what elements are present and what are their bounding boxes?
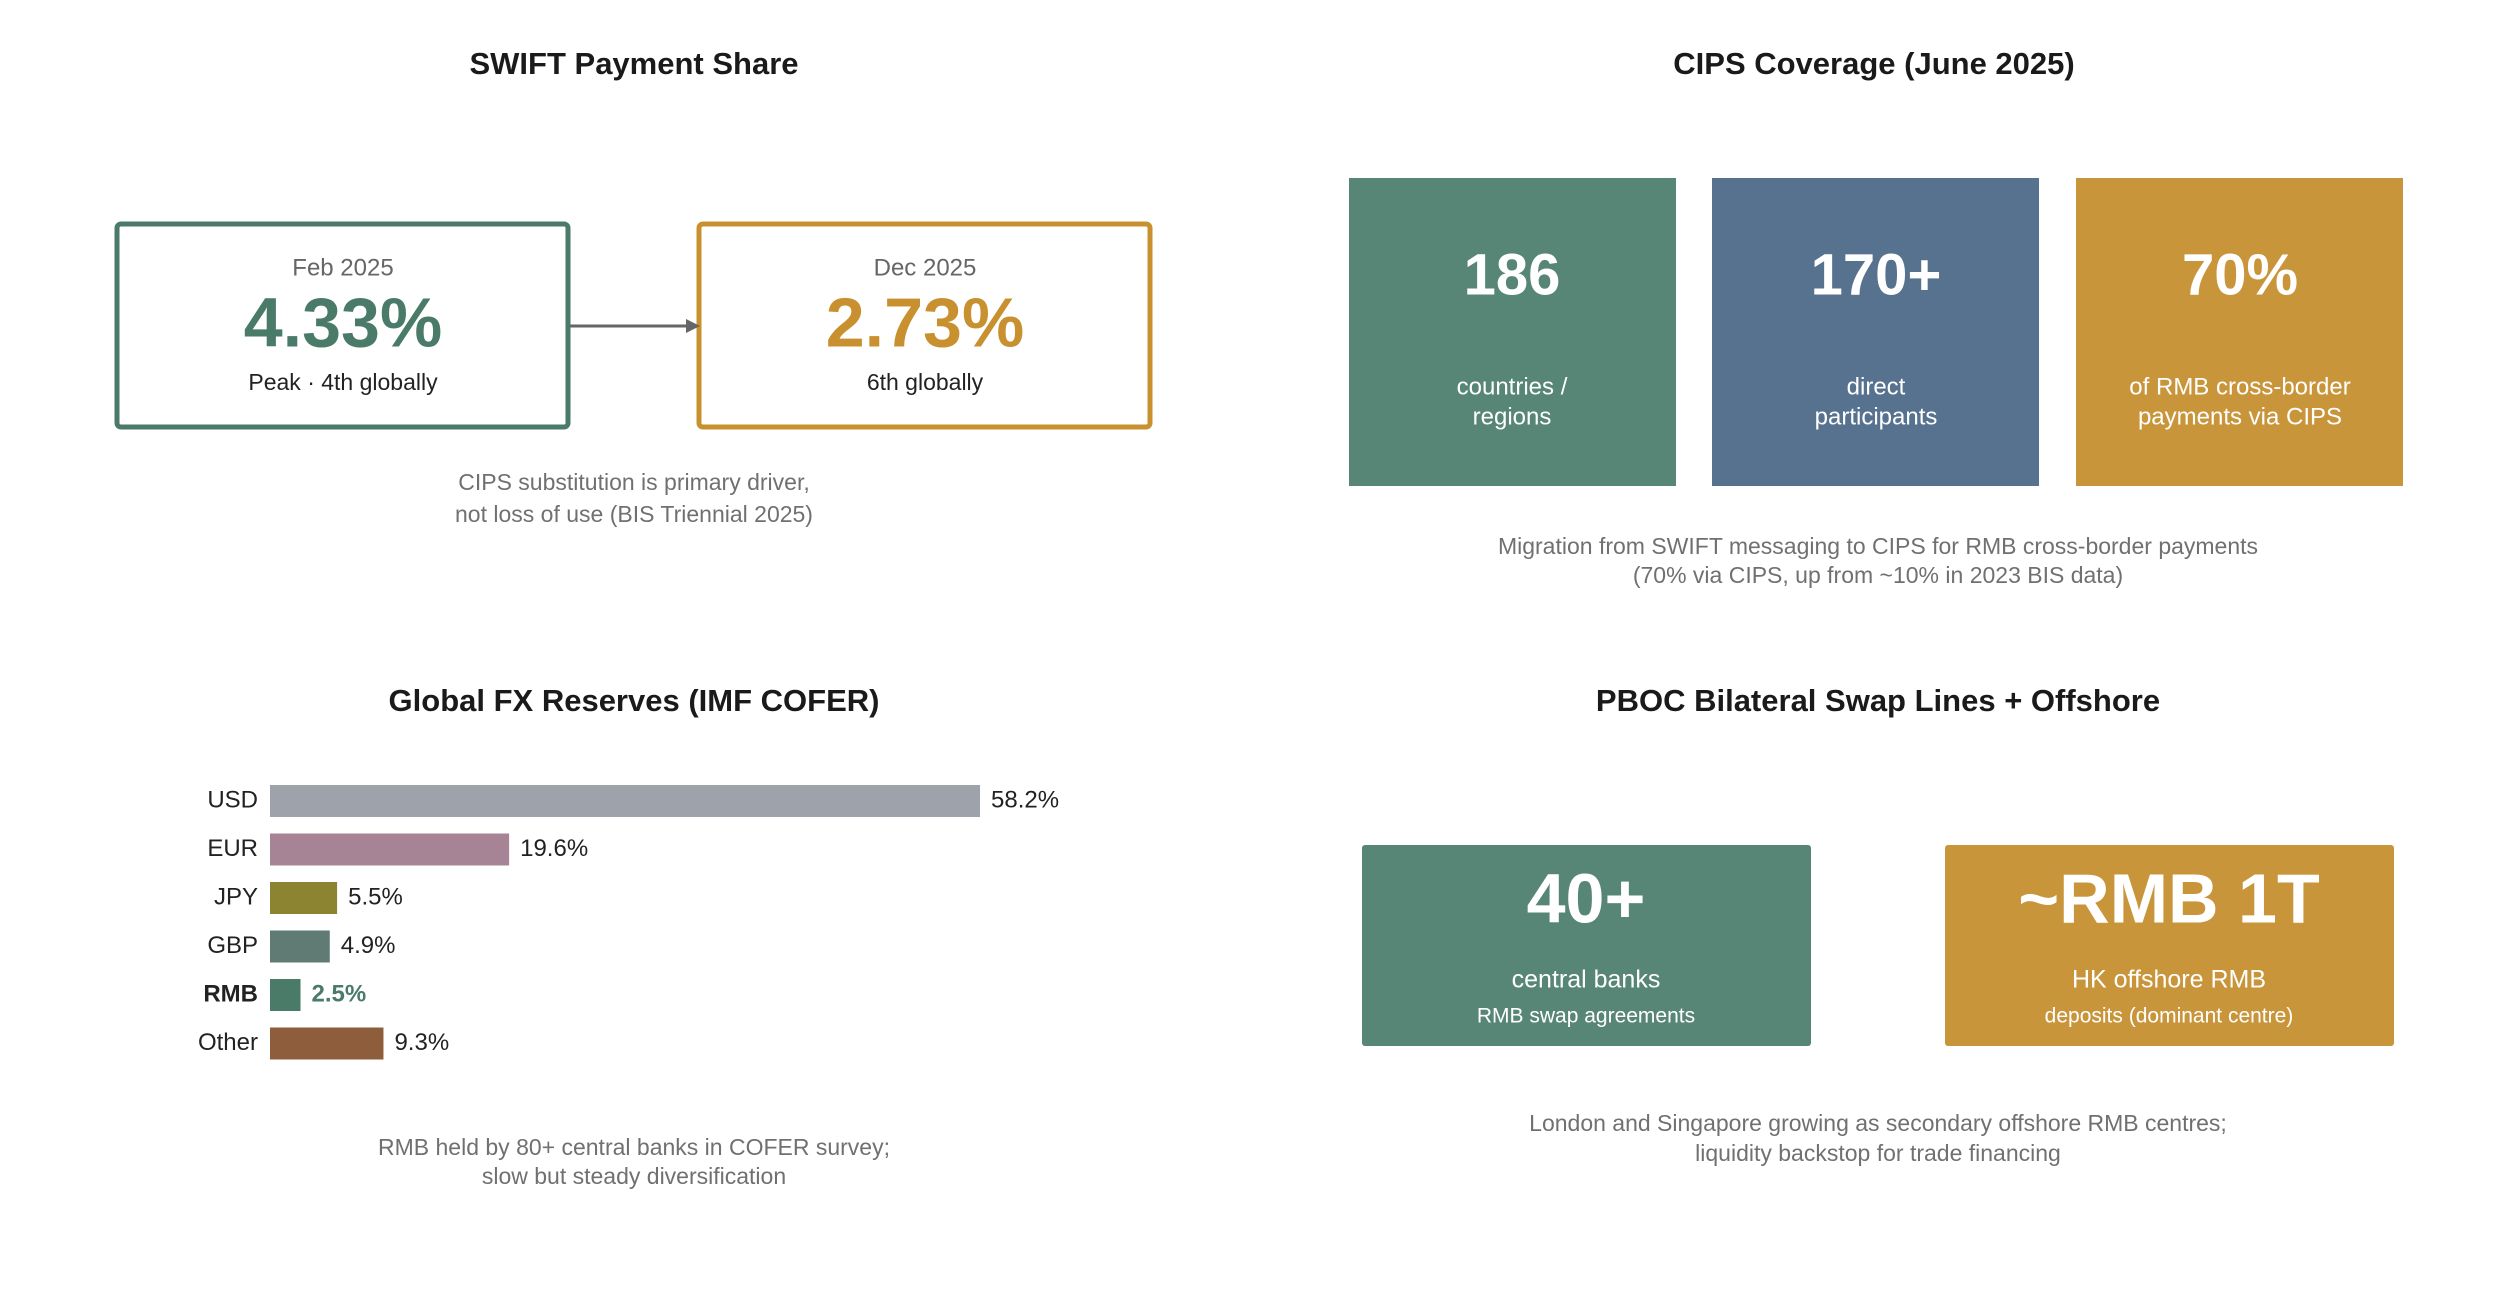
caption: CIPS substitution is primary driver,	[458, 469, 810, 495]
value-label: 5.5%	[348, 883, 403, 910]
card	[1362, 845, 1811, 1046]
value-label: 2.5%	[312, 980, 367, 1007]
bar	[270, 1027, 384, 1060]
from-value: 4.33%	[244, 283, 442, 361]
category-label: EUR	[207, 835, 258, 862]
value-label: 9.3%	[394, 1029, 449, 1056]
value-label: 19.6%	[520, 835, 588, 862]
caption: Migration from SWIFT messaging to CIPS f…	[1498, 533, 2258, 559]
bar	[270, 930, 330, 963]
card-value: 170+	[1811, 242, 1942, 307]
card	[2076, 178, 2403, 486]
card-value: 186	[1464, 242, 1561, 307]
card	[1945, 845, 2394, 1046]
card	[1349, 178, 1676, 486]
card-label: central banks	[1512, 966, 1661, 994]
from-date: Feb 2025	[292, 254, 393, 281]
caption: (70% via CIPS, up from ~10% in 2023 BIS …	[1633, 562, 2123, 588]
from-box	[114, 221, 571, 430]
to-date: Dec 2025	[874, 254, 977, 281]
card	[1712, 178, 2039, 486]
bar-chart: USD 58.2% EUR 19.6% JPY 5.5% GBP 4.9% RMB 2.5% Oth…	[198, 785, 1059, 1060]
arrow-head	[686, 319, 700, 333]
card-label: payments via CIPS	[2138, 403, 2342, 430]
caption: slow but steady diversification	[482, 1163, 786, 1189]
value-label: 4.9%	[341, 932, 396, 959]
to-note: 6th globally	[867, 369, 984, 395]
card-value: 40+	[1527, 859, 1646, 937]
card-label: countries /	[1457, 373, 1568, 400]
card-label: HK offshore RMB	[2072, 966, 2266, 994]
category-label: USD	[207, 786, 258, 813]
caption: RMB held by 80+ central banks in COFER s…	[378, 1134, 890, 1160]
bar	[270, 882, 338, 914]
category-label: RMB	[203, 980, 258, 1007]
card-label: of RMB cross-border	[2129, 373, 2350, 400]
category-label: Other	[198, 1029, 258, 1056]
caption: liquidity backstop for trade financing	[1695, 1140, 2061, 1166]
panel-title: CIPS Coverage (June 2025)	[1673, 46, 2074, 81]
value-label: 58.2%	[991, 786, 1059, 813]
caption: London and Singapore growing as secondar…	[1529, 1110, 2227, 1136]
bar	[270, 979, 301, 1011]
panel-title: SWIFT Payment Share	[469, 46, 798, 81]
category-label: JPY	[214, 883, 258, 910]
card-value: 70%	[2182, 242, 2298, 307]
to-value: 2.73%	[826, 283, 1024, 361]
card-label: participants	[1815, 403, 1938, 430]
category-label: GBP	[207, 932, 258, 959]
card-label: regions	[1473, 403, 1552, 430]
card-label: direct	[1847, 373, 1906, 400]
card-label: RMB swap agreements	[1477, 1005, 1695, 1028]
card-value: ~RMB 1T	[2018, 859, 2319, 937]
caption: not loss of use (BIS Triennial 2025)	[455, 501, 813, 527]
panel-title: PBOC Bilateral Swap Lines + Offshore	[1596, 683, 2160, 718]
bar	[270, 833, 510, 866]
from-note: Peak · 4th globally	[248, 369, 438, 395]
panel-title: Global FX Reserves (IMF COFER)	[389, 683, 880, 718]
card-label: deposits (dominant centre)	[2045, 1005, 2294, 1028]
bar	[270, 785, 981, 817]
